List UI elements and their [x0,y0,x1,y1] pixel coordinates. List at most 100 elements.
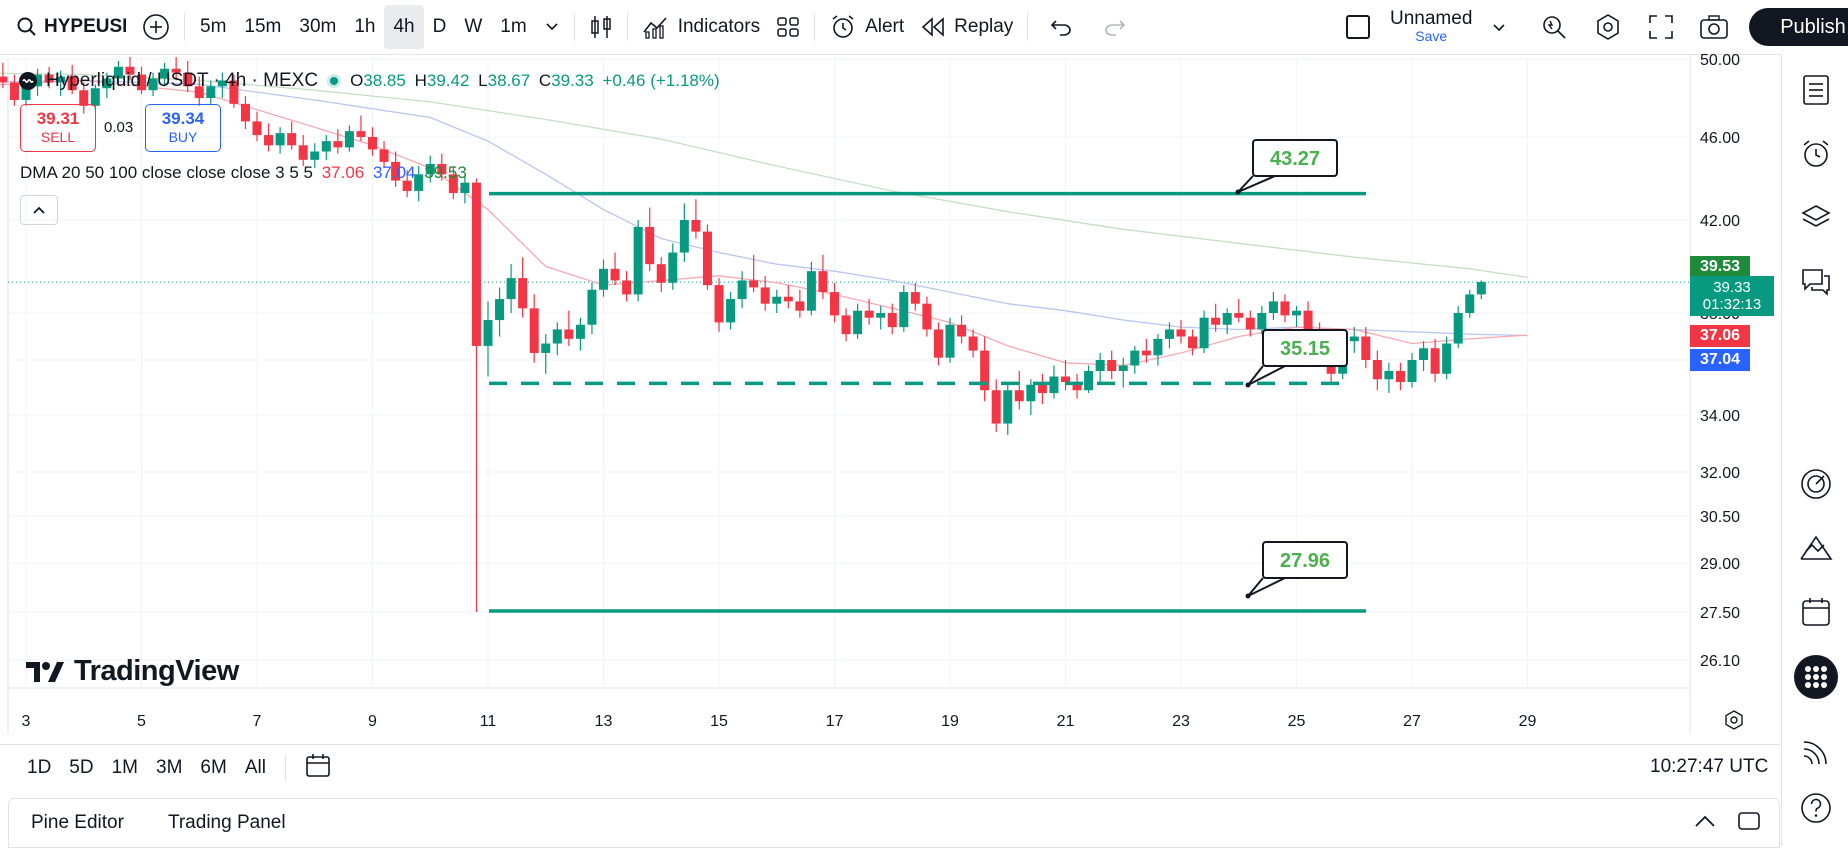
callout-box [1262,541,1348,579]
alert-button[interactable]: Alert [821,7,912,47]
callout-anchor [1235,189,1241,195]
indicators-button[interactable]: Indicators [634,7,768,47]
buy-button[interactable]: 39.34 BUY [145,104,221,152]
candle-body [1061,376,1070,382]
candle-body [310,151,320,160]
candle-body [148,78,158,91]
candle-body [1419,348,1429,360]
candle-body [702,231,712,286]
candle-body [1107,360,1117,371]
settings-button[interactable] [1594,13,1622,46]
candle-body [1049,376,1059,393]
candle-body [437,163,447,175]
chats-button[interactable] [1798,264,1834,300]
alerts-button[interactable] [1798,136,1834,172]
candle-body [1118,365,1128,371]
candle-body [795,301,805,311]
candle-body [887,313,897,328]
range-6m[interactable]: 6M [200,757,227,778]
collapse-legend-button[interactable] [20,195,58,225]
tab-trading-panel[interactable]: Trading Panel [167,812,286,833]
templates-button[interactable] [768,7,808,47]
timeframe-dropdown[interactable] [536,5,568,49]
buy-price: 39.34 [161,109,205,128]
candle-body [321,141,331,152]
candle-body [622,280,632,295]
help-button[interactable] [1798,790,1834,826]
quick-search-button[interactable] [1540,13,1568,46]
candle-body [1245,317,1255,330]
layout-checkbox[interactable] [1346,15,1370,39]
dma-indicator-legend[interactable]: DMA 20 50 100 close close close 3 5 5 37… [20,163,467,183]
snapshot-button[interactable] [1699,14,1729,45]
candle-body [460,182,470,194]
symbol-search[interactable]: HYPEUSD [0,7,134,47]
sell-price: 39.31 [36,109,80,128]
sell-button[interactable]: 39.31 SELL [20,104,96,152]
candle-body [1430,348,1440,374]
candle-body [679,220,689,253]
chart-type-button[interactable] [581,7,621,47]
timeframe-30m[interactable]: 30m [299,16,337,37]
divider [1027,13,1029,41]
maximize-panel-button[interactable] [1731,810,1779,837]
candle-body [344,131,354,148]
tab-pine-editor[interactable]: Pine Editor [31,812,124,833]
timeframe-1h[interactable]: 1h [354,16,376,37]
timeframe-4h[interactable]: 4h [384,5,424,49]
price-tick-label: 42.00 [1700,213,1740,230]
candle-body [1442,343,1452,374]
clock-timezone[interactable]: 10:27:47 UTC [1650,756,1769,777]
candle-body [818,271,828,293]
layout-name-button[interactable]: Unnamed Save [1390,8,1472,44]
timeframe-w[interactable]: W [464,16,483,37]
range-1d[interactable]: 1D [27,757,52,778]
fullscreen-button[interactable] [1648,14,1674,45]
candle-body [991,390,1001,424]
compare-symbol-button[interactable] [134,7,178,47]
candle-body [1268,301,1278,313]
range-5d[interactable]: 5D [69,757,94,778]
expand-panel-button[interactable] [1679,814,1731,833]
products-button[interactable] [1793,654,1839,700]
undo-button[interactable] [1034,7,1088,47]
ideas-button[interactable] [1798,530,1834,566]
hyperliquid-logo-icon [19,72,37,90]
timeframe-15m[interactable]: 15m [244,16,282,37]
layout-dropdown[interactable] [1492,20,1506,38]
replay-button[interactable]: Replay [912,7,1021,47]
gear-icon [1725,710,1743,730]
layout-name: Unnamed [1390,8,1473,29]
object-tree-button[interactable] [1798,200,1834,236]
candle-body [368,137,377,150]
range-all[interactable]: All [244,757,266,778]
watchlist-button[interactable] [1798,72,1834,108]
save-label: Save [1415,28,1448,44]
candle-body [379,149,389,162]
candle-body [1199,317,1209,349]
low-value: 38.67 [487,71,531,90]
range-3m[interactable]: 3M [156,757,183,778]
close-label: C [538,71,552,90]
timeframe-1m-month[interactable]: 1m [500,16,527,37]
timeframe-d[interactable]: D [432,16,447,37]
streams-button[interactable] [1798,734,1834,770]
grid-icon [777,17,799,37]
candle-body [1153,338,1163,356]
candle-body [1280,301,1290,316]
high-label: H [414,71,427,90]
range-1m[interactable]: 1M [111,757,138,778]
calendar-button[interactable] [1798,594,1834,630]
indicators-label: Indicators [677,16,761,37]
goto-date-button[interactable] [292,753,344,784]
close-value: 39.33 [551,71,594,90]
candle-body [402,180,412,191]
time-axis-settings-button[interactable] [1723,709,1745,736]
undo-icon [1051,20,1072,36]
timeframe-5m[interactable]: 5m [200,16,227,37]
publish-button[interactable]: Publish [1749,8,1848,46]
redo-button[interactable] [1088,7,1142,47]
screener-button[interactable] [1798,466,1834,502]
